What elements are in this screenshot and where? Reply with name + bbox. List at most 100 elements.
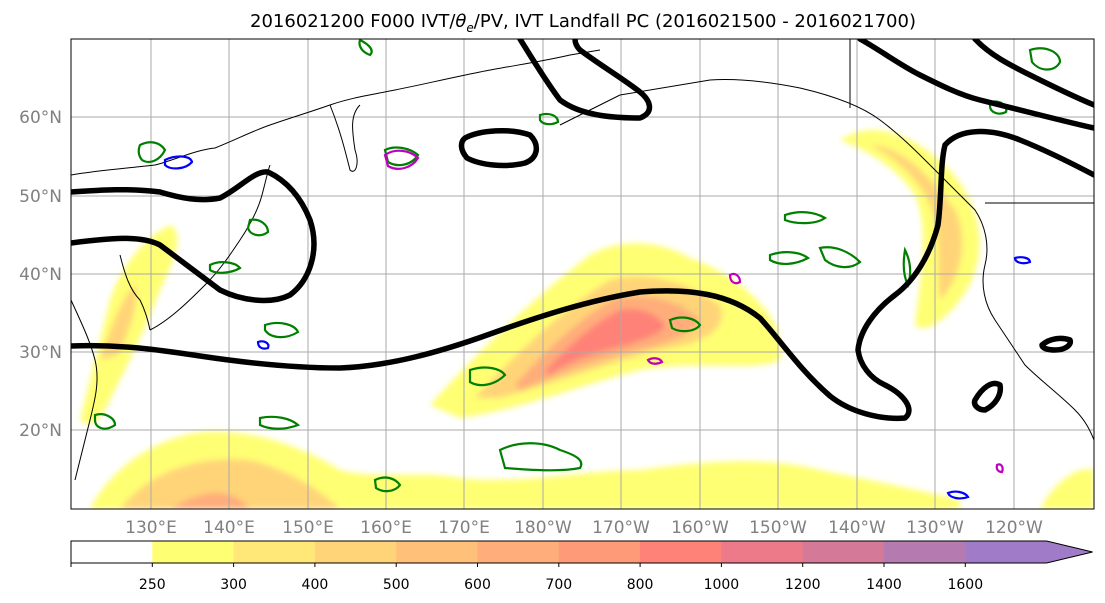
blue-contours — [163, 155, 1032, 500]
pv-contours — [71, 39, 1094, 422]
lat-label-50n: 50°N — [19, 187, 62, 207]
alaska-coast — [619, 78, 931, 166]
ivt-region-east-tropics — [1040, 469, 1094, 509]
ivt-region-central-pacific-core — [545, 308, 665, 375]
theta-e-contour-g — [768, 251, 811, 265]
pv-contour-northeast — [857, 39, 1094, 131]
pv-contour-closed-b — [971, 380, 1004, 413]
theta-e-contour-b — [468, 366, 507, 387]
theta-e-contour-k — [246, 218, 270, 237]
colorbar-labels: 250 300 400 500 600 700 800 1000 1200 1400 1600 — [139, 577, 983, 593]
colorbar-label: 500 — [383, 577, 410, 593]
magenta-contour-d — [995, 463, 1004, 474]
theta-e-contour-o — [1028, 47, 1062, 71]
ivt-region-west-pacific-level2 — [100, 285, 137, 360]
pv-contour-closed-c — [1039, 335, 1074, 353]
colorbar-label: 250 — [139, 577, 166, 593]
aleutian-coast — [559, 94, 621, 126]
colorbar-label: 400 — [302, 577, 329, 593]
colorbar-segment — [965, 541, 1093, 563]
pv-contour-upper-west — [71, 169, 317, 304]
map-panel — [71, 39, 1094, 509]
lon-label-180w: 180°W — [514, 518, 572, 538]
colorbar-segment — [477, 541, 560, 563]
colorbar-label: 1600 — [947, 577, 983, 593]
colorbar-segment — [314, 541, 397, 563]
theta-e-contour-s — [358, 39, 373, 57]
coastlines — [71, 39, 1094, 481]
ivt-region-tropics-level3 — [170, 492, 250, 509]
lon-labels: 130°E 140°E 150°E 160°E 170°E 180°W 170°… — [125, 518, 1043, 538]
colorbar-segments — [70, 540, 1093, 564]
theta-e-contour-e — [783, 211, 828, 225]
colorbar-label: 700 — [545, 577, 572, 593]
colorbar-segment — [152, 541, 235, 563]
japan-coast — [149, 164, 271, 331]
theta-e-contour-f — [818, 246, 862, 269]
theta-e-contour-d — [668, 316, 702, 333]
blue-contour-b — [256, 340, 270, 350]
lat-label-30n: 30°N — [19, 343, 62, 363]
korea-coast — [119, 254, 151, 331]
pv-contour-north-pacific — [517, 39, 653, 121]
colorbar-outline — [70, 540, 1093, 564]
magenta-contours — [383, 149, 1004, 474]
colorbar-segment — [721, 541, 804, 563]
pv-contour-main — [71, 128, 1094, 422]
ivt-fill — [80, 130, 1094, 509]
theta-e-contour-q — [208, 261, 242, 274]
lon-label-150e: 150°E — [282, 518, 334, 538]
theta-e-contour-m — [258, 415, 301, 430]
china-coast — [71, 299, 98, 481]
lon-label-170e: 170°E — [438, 518, 490, 538]
lon-label-140w: 140°W — [828, 518, 886, 538]
ivt-region-west-coast-level2 — [870, 145, 963, 300]
lon-label-130w: 130°W — [906, 518, 964, 538]
colorbar-label: 800 — [627, 577, 654, 593]
theta-e-contours — [93, 39, 1062, 493]
map-frame — [70, 38, 1095, 510]
blue-contour-d — [1013, 256, 1032, 265]
asia-coast — [71, 49, 601, 176]
lat-label-40n: 40°N — [19, 265, 62, 285]
theta-e-contour-r — [538, 112, 560, 126]
lon-label-120w: 120°W — [985, 518, 1043, 538]
colorbar-label: 1000 — [704, 577, 740, 593]
pv-contour-closed-a — [458, 127, 539, 169]
lon-label-160w: 160°W — [671, 518, 729, 538]
lon-label-150w: 150°W — [749, 518, 807, 538]
colorbar-segment — [640, 541, 722, 563]
lon-label-130e: 130°E — [125, 518, 177, 538]
theta-e-contour-n — [93, 413, 117, 430]
colorbar-label: 300 — [220, 577, 247, 593]
chart-title: 2016021200 F000 IVT/θe/PV, IVT Landfall … — [250, 11, 916, 35]
theta-e-contour-i — [373, 476, 402, 493]
colorbar-segment — [558, 541, 641, 563]
ivt-region-tropics-level2 — [120, 459, 340, 509]
north-america-coast — [929, 164, 1094, 441]
lat-label-20n: 20°N — [19, 421, 62, 441]
colorbar-label: 1200 — [785, 577, 821, 593]
magenta-contour-b — [728, 272, 742, 285]
magenta-contour-c — [646, 357, 664, 365]
lon-label-170w: 170°W — [592, 518, 650, 538]
theta-e-contour-l — [263, 321, 300, 339]
colorbar-segment — [233, 541, 316, 563]
theta-e-contour-j — [383, 146, 420, 167]
theta-e-contour-a — [137, 141, 167, 164]
colorbar-segment — [71, 541, 153, 563]
blue-contour-a — [163, 155, 194, 170]
lat-labels: 60°N 50°N 40°N 30°N 20°N — [19, 108, 62, 441]
colorbar-segment — [396, 541, 479, 563]
colorbar-segment — [884, 541, 966, 563]
lat-label-60n: 60°N — [19, 108, 62, 128]
colorbar-label: 600 — [464, 577, 491, 593]
gridlines — [71, 39, 1094, 509]
colorbar-label: 1400 — [866, 577, 902, 593]
lon-label-160e: 160°E — [360, 518, 412, 538]
magenta-contour-a — [383, 149, 420, 170]
kamchatka-coast — [329, 104, 361, 172]
theta-e-contour-c — [498, 442, 583, 472]
colorbar: 250 300 400 500 600 700 800 1000 1200 1400 1600 — [70, 540, 1093, 593]
